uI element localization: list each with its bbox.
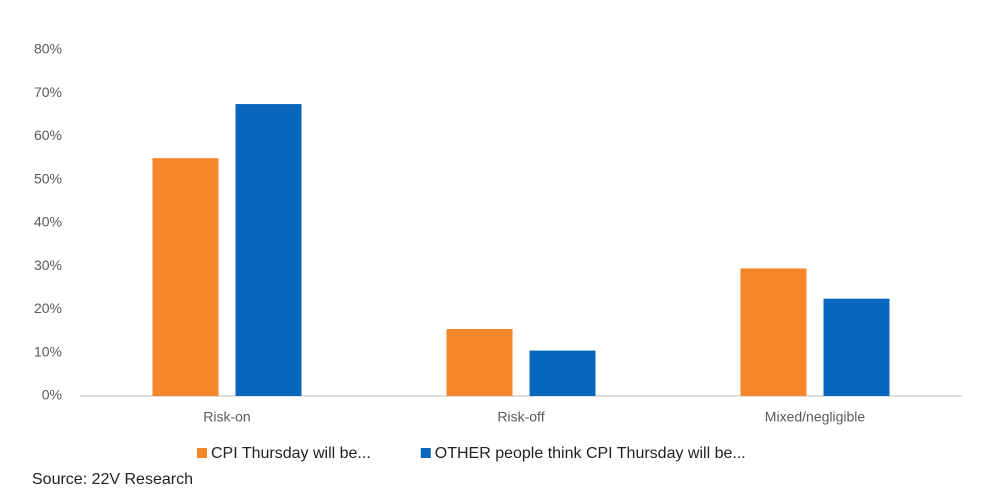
y-tick-label: 80% [34, 41, 62, 57]
y-tick-label: 10% [34, 343, 62, 359]
x-tick-label: Risk-off [497, 409, 544, 425]
y-tick-label: 50% [34, 170, 62, 186]
legend-label: CPI Thursday will be... [211, 445, 371, 462]
x-tick-label: Mixed/negligible [765, 409, 866, 425]
legend-swatch [197, 448, 207, 458]
bar [446, 328, 513, 396]
bar [529, 350, 596, 396]
y-tick-label: 40% [34, 214, 62, 230]
bar [235, 104, 302, 396]
legend: CPI Thursday will be... OTHER people thin… [197, 445, 746, 462]
bar [152, 158, 219, 396]
bar [823, 298, 890, 396]
y-tick-label: 30% [34, 257, 62, 273]
y-tick-label: 0% [42, 387, 62, 403]
legend-swatch [420, 448, 431, 458]
source: Source: 22V Research [32, 471, 193, 488]
legend-label: OTHER people think CPI Thursday will be.… [435, 445, 746, 462]
bar [740, 268, 807, 396]
y-tick-label: 20% [34, 300, 62, 316]
x-tick-label: Risk-on [203, 409, 250, 425]
y-tick-label: 70% [34, 84, 62, 100]
y-tick-label: 60% [34, 127, 62, 143]
